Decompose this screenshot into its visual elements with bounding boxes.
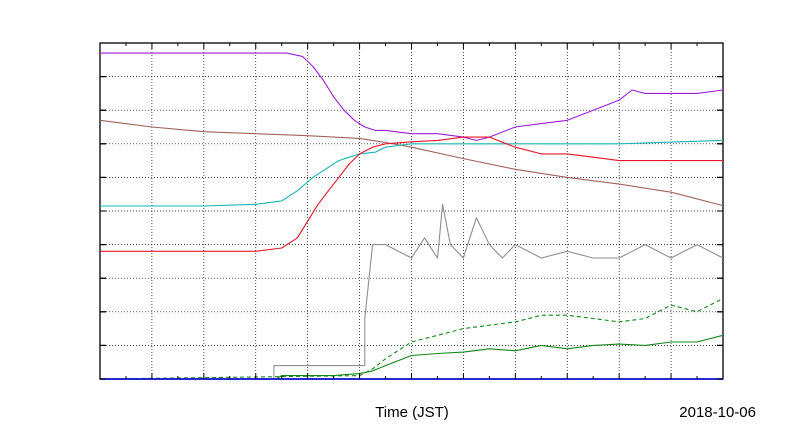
chart-date: 2018-10-06 bbox=[679, 404, 756, 421]
y-axis-ticks bbox=[100, 42, 723, 380]
series-line-pressure bbox=[99, 119, 724, 207]
series-line-wind-speed-avg bbox=[100, 334, 724, 380]
series-line-temperature bbox=[100, 136, 723, 252]
series-line-absolute-humidity bbox=[100, 139, 724, 207]
series-line-wind-direction bbox=[100, 203, 724, 380]
x-axis-label: Time (JST) bbox=[375, 404, 449, 421]
series-line-relative-humidity bbox=[100, 52, 724, 141]
x-axis-ticks bbox=[99, 43, 724, 379]
series-line-wind-speed-gust bbox=[99, 297, 724, 380]
